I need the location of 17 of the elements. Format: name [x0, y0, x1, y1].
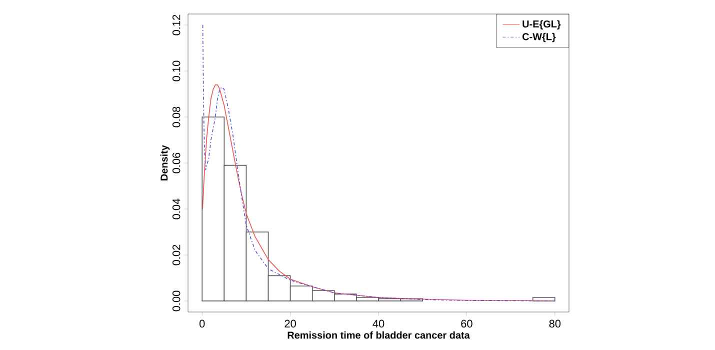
x-tick-label: 0: [199, 320, 205, 328]
x-tick-label: 80: [549, 320, 561, 328]
y-axis-title: Density: [160, 145, 170, 180]
x-tick-label: 20: [284, 320, 296, 328]
y-tick-label: 0.00: [172, 290, 180, 312]
x-tick-label: 40: [372, 320, 384, 328]
x-tick-label: 60: [461, 320, 472, 328]
y-tick-label: 0.02: [172, 244, 180, 266]
x-axis-title: Remission time of bladder cancer data: [288, 331, 470, 339]
y-tick-label: 0.06: [172, 152, 180, 174]
legend-label: U-E{GL}: [522, 20, 561, 30]
y-tick-label: 0.08: [172, 106, 180, 128]
y-tick-label: 0.04: [172, 198, 180, 220]
y-tick-label: 0.12: [172, 14, 180, 36]
y-tick-label: 0.10: [172, 60, 180, 82]
legend-label: C-W{L}: [522, 32, 556, 42]
line-series: [202, 84, 556, 302]
